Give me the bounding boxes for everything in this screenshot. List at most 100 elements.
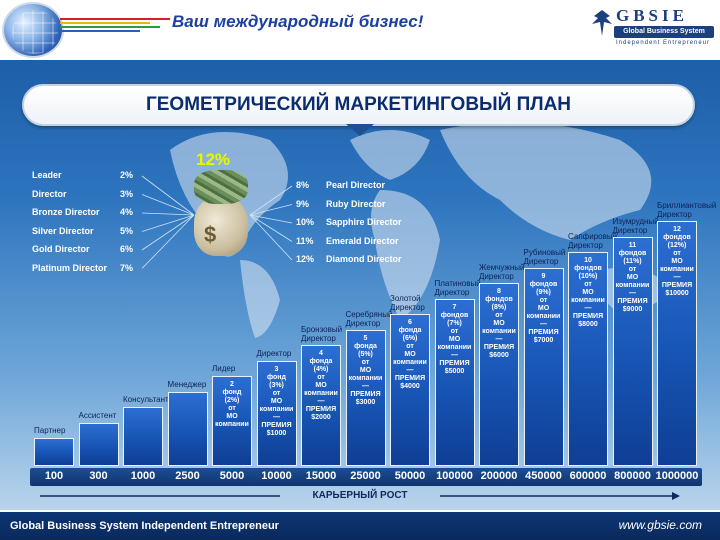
bar-detail: ПРЕМИЯ [617, 297, 648, 305]
bar-detail: 5 [363, 334, 368, 342]
left-level-name: Gold Director [32, 244, 90, 254]
career-bar: 4 фонда (4%) от МО компании — ПРЕМИЯ $2000 [301, 345, 341, 466]
header-stripe [60, 30, 140, 32]
eagle-icon [592, 10, 612, 36]
axis-tick-label: 300 [89, 470, 108, 482]
bar-detail: 11 [628, 241, 637, 249]
bar-detail: фонда [398, 327, 422, 334]
bar-detail: фонд [267, 373, 286, 381]
bar-rank-label: Партнер [34, 426, 66, 435]
bar-detail: МО [582, 289, 594, 296]
bar-detail: компании [571, 297, 605, 304]
career-bar: 6 фонда (6%) от МО компании — ПРЕМИЯ $4000 [390, 314, 430, 466]
axis-tick-label: 50000 [394, 470, 426, 482]
bar-detail: компании [215, 421, 249, 428]
bar-detail: 9 [541, 272, 546, 280]
left-level-percent: 6% [120, 244, 134, 254]
left-level-percent: 5% [120, 225, 134, 236]
axis-tick-label: 450000 [525, 470, 562, 482]
left-level-percent: 4% [120, 207, 134, 217]
bar-detail: ПРЕМИЯ [261, 421, 292, 429]
bar-rank-label: Золотой Директор [390, 294, 425, 312]
career-bar: 5 фонда (5%) от МО компании — ПРЕМИЯ $3000 [345, 329, 386, 466]
bar-detail: (11%) [623, 257, 642, 265]
bar-rank-label: Консультант [123, 395, 169, 404]
bar-detail: компании [526, 312, 561, 320]
bar-rank-label: Лидер [212, 364, 236, 373]
slogan: Ваш международный бизнес! [172, 12, 424, 31]
career-bar [34, 438, 74, 466]
career-bar: 3 фонд (3%) от МО компании — ПРЕМИЯ $1000 [256, 360, 297, 466]
bar-detail: фондов [618, 249, 647, 257]
bar-rank-label: Изумрудный Директор [612, 216, 659, 235]
left-level-name: Platinum Director [32, 262, 108, 273]
career-bar: 7 фондов (7%) от МО компании — ПРЕМИЯ $5000 [434, 298, 475, 466]
left-level-name: Director [32, 188, 67, 199]
career-bar [167, 391, 208, 466]
banner-title: ГЕОМЕТРИЧЕСКИЙ МАРКЕТИНГОВЫЙ ПЛАН [145, 94, 572, 115]
bar-detail: $9000 [622, 305, 643, 313]
bar-detail: — [540, 320, 547, 328]
bar-detail: 8 [497, 288, 501, 295]
bar-rank-label: Рубиновый Директор [523, 247, 566, 266]
bar-rank-label: Серебряный Директор [345, 309, 393, 328]
right-level-name: Emerald Director [326, 235, 399, 246]
bar-detail: МО [315, 382, 327, 389]
career-bar: 12 фондов (12%) от МО компании — ПРЕМИЯ $10000 [657, 221, 697, 466]
bar-detail: МО [226, 413, 238, 420]
bar-detail: от [584, 281, 592, 288]
bar-detail: от [406, 343, 414, 350]
right-level-percent: 12% [296, 254, 315, 264]
right-level-percent: 10% [296, 217, 315, 227]
bar-detail: МО [626, 273, 639, 281]
axis-strip [30, 468, 702, 486]
bar-rank-label: Сапфировый Директор [568, 232, 618, 250]
bar-detail: 7 [452, 303, 457, 311]
bar-detail: 6 [408, 319, 412, 326]
bar-detail: фондов [485, 296, 513, 303]
bar-detail: от [495, 312, 503, 319]
bar-detail: от [673, 250, 681, 257]
bar-detail: МО [493, 320, 505, 327]
bar-detail: — [317, 398, 325, 405]
axis-tick-label: 600000 [569, 470, 607, 482]
left-level-percent: 3% [120, 188, 134, 199]
footer-website-link[interactable]: www.gbsie.com [618, 518, 702, 532]
axis-tick-label: 1000000 [655, 470, 699, 482]
logo-title: GBSIE [616, 6, 688, 25]
bar-detail: — [584, 305, 592, 312]
left-level-name: Silver Director [32, 225, 94, 236]
bar-rank-label: Директор [256, 348, 292, 358]
bar-detail: — [495, 336, 503, 343]
total-percent: 12% [196, 150, 231, 169]
header-stripe [60, 22, 150, 24]
bar-detail: (2%) [224, 397, 240, 404]
bar-detail: компании [482, 328, 516, 335]
bar-detail: от [317, 374, 325, 381]
bar-rank-label: Платиновый Директор [434, 278, 481, 297]
bar-detail: (5%) [358, 350, 373, 358]
axis-tick-label: 5000 [219, 470, 245, 482]
bar-rank-label: Бронзовый Директор [301, 325, 343, 343]
bar-detail: компании [437, 343, 472, 351]
bar-detail: МО [671, 258, 683, 265]
header-stripe [60, 26, 160, 28]
bar-detail: $2000 [311, 414, 331, 421]
bar-detail: ПРЕМИЯ [350, 390, 381, 398]
footer: Global Business System Independent Entre… [0, 512, 720, 540]
bar-detail: от [539, 296, 548, 304]
bar-detail: (4%) [313, 366, 329, 373]
bar-detail: фондов [663, 234, 691, 241]
banner-pointer [346, 124, 374, 136]
career-bar [78, 422, 119, 466]
bar-detail: ПРЕМИЯ [528, 328, 559, 336]
bar-detail: фонда [354, 342, 377, 350]
left-level-percent: 2% [120, 170, 134, 180]
bar-detail: компании [615, 281, 650, 289]
company-logo: GBSIE Global Business System Independent… [590, 4, 716, 52]
bar-detail: ПРЕМИЯ [439, 359, 470, 367]
bar-detail: от [450, 327, 459, 335]
axis-tick-label: 800000 [614, 470, 651, 482]
bar-detail: $1000 [266, 429, 287, 437]
bar-detail: 4 [319, 350, 323, 357]
